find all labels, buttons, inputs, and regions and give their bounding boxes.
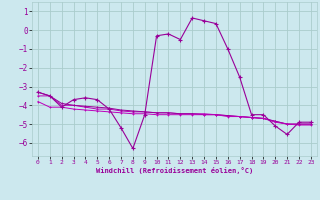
X-axis label: Windchill (Refroidissement éolien,°C): Windchill (Refroidissement éolien,°C) [96,167,253,174]
